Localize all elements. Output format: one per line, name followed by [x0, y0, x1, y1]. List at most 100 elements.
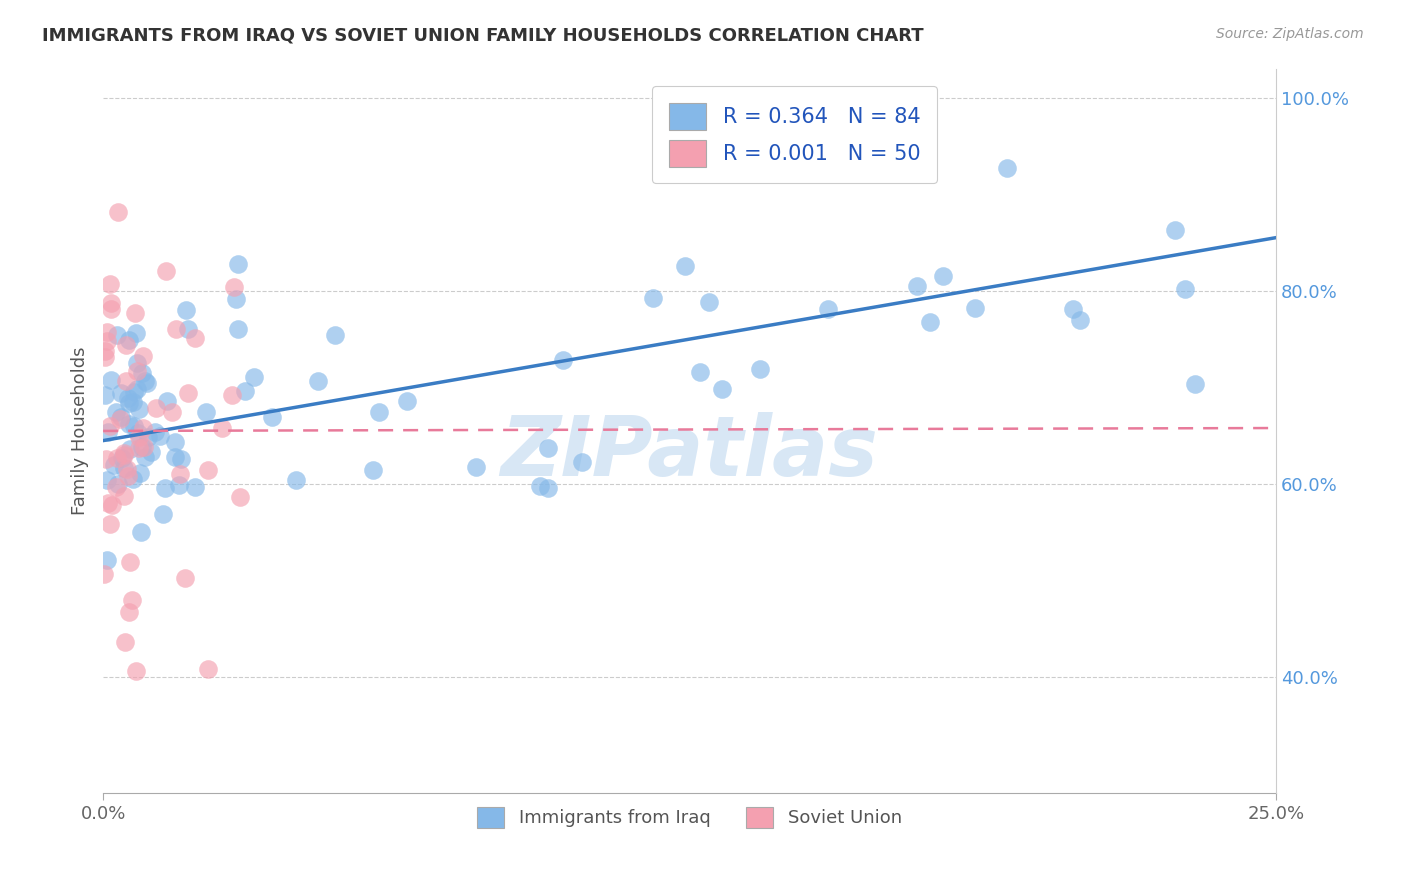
- Point: [1062, 301, 1084, 316]
- Point: [149, 429, 172, 443]
- Point: [228, 322, 250, 336]
- Point: [120, 442, 142, 457]
- Point: [108, 411, 131, 425]
- Point: [107, 476, 129, 491]
- Point: [184, 480, 207, 494]
- Point: [165, 322, 187, 336]
- Point: [165, 435, 187, 450]
- Point: [118, 396, 141, 410]
- Point: [169, 467, 191, 482]
- Point: [125, 356, 148, 370]
- Point: [122, 472, 145, 486]
- Point: [115, 461, 138, 475]
- Point: [120, 555, 142, 569]
- Point: [177, 321, 200, 335]
- Point: [110, 410, 132, 425]
- Point: [697, 295, 720, 310]
- Point: [194, 405, 217, 419]
- Point: [105, 327, 128, 342]
- Point: [118, 333, 141, 347]
- Text: Source: ZipAtlas.com: Source: ZipAtlas.com: [1216, 27, 1364, 41]
- Point: [114, 635, 136, 649]
- Point: [136, 429, 159, 443]
- Text: ZIPatlas: ZIPatlas: [501, 412, 879, 493]
- Point: [127, 426, 149, 441]
- Point: [124, 326, 146, 341]
- Point: [110, 386, 132, 401]
- Point: [96, 325, 118, 339]
- Point: [641, 291, 664, 305]
- Point: [963, 301, 986, 316]
- Point: [98, 419, 121, 434]
- Y-axis label: Family Households: Family Households: [72, 347, 89, 516]
- Point: [464, 459, 486, 474]
- Point: [173, 571, 195, 585]
- Point: [243, 370, 266, 384]
- Point: [134, 450, 156, 464]
- Point: [211, 421, 233, 435]
- Point: [155, 481, 177, 495]
- Point: [134, 440, 156, 454]
- Point: [160, 405, 183, 419]
- Point: [128, 466, 150, 480]
- Point: [129, 524, 152, 539]
- Point: [1174, 282, 1197, 296]
- Legend: Immigrants from Iraq, Soviet Union: Immigrants from Iraq, Soviet Union: [470, 800, 910, 835]
- Point: [222, 279, 245, 293]
- Point: [131, 440, 153, 454]
- Point: [918, 315, 941, 329]
- Point: [163, 450, 186, 465]
- Point: [112, 461, 135, 475]
- Point: [111, 450, 134, 465]
- Point: [98, 516, 121, 531]
- Point: [97, 496, 120, 510]
- Point: [122, 385, 145, 400]
- Point: [152, 507, 174, 521]
- Point: [689, 365, 711, 379]
- Point: [112, 489, 135, 503]
- Point: [105, 451, 128, 466]
- Point: [1069, 312, 1091, 326]
- Point: [905, 278, 928, 293]
- Point: [125, 383, 148, 397]
- Point: [1164, 223, 1187, 237]
- Point: [307, 374, 329, 388]
- Point: [395, 394, 418, 409]
- Point: [117, 391, 139, 405]
- Point: [221, 388, 243, 402]
- Point: [124, 419, 146, 434]
- Point: [94, 452, 117, 467]
- Point: [139, 445, 162, 459]
- Point: [98, 277, 121, 291]
- Point: [228, 490, 250, 504]
- Point: [96, 334, 118, 348]
- Point: [128, 402, 150, 417]
- Point: [100, 296, 122, 310]
- Point: [93, 566, 115, 581]
- Point: [749, 361, 772, 376]
- Point: [529, 479, 551, 493]
- Point: [135, 376, 157, 391]
- Point: [537, 441, 560, 455]
- Point: [367, 405, 389, 419]
- Point: [105, 405, 128, 419]
- Point: [673, 259, 696, 273]
- Point: [131, 367, 153, 381]
- Point: [100, 301, 122, 316]
- Point: [260, 409, 283, 424]
- Point: [537, 481, 560, 495]
- Point: [285, 473, 308, 487]
- Point: [156, 394, 179, 409]
- Point: [143, 425, 166, 440]
- Point: [128, 430, 150, 444]
- Point: [118, 417, 141, 431]
- Point: [553, 353, 575, 368]
- Point: [112, 445, 135, 459]
- Point: [233, 384, 256, 399]
- Point: [125, 664, 148, 678]
- Point: [145, 401, 167, 416]
- Point: [361, 463, 384, 477]
- Point: [711, 382, 734, 396]
- Point: [103, 458, 125, 472]
- Point: [174, 303, 197, 318]
